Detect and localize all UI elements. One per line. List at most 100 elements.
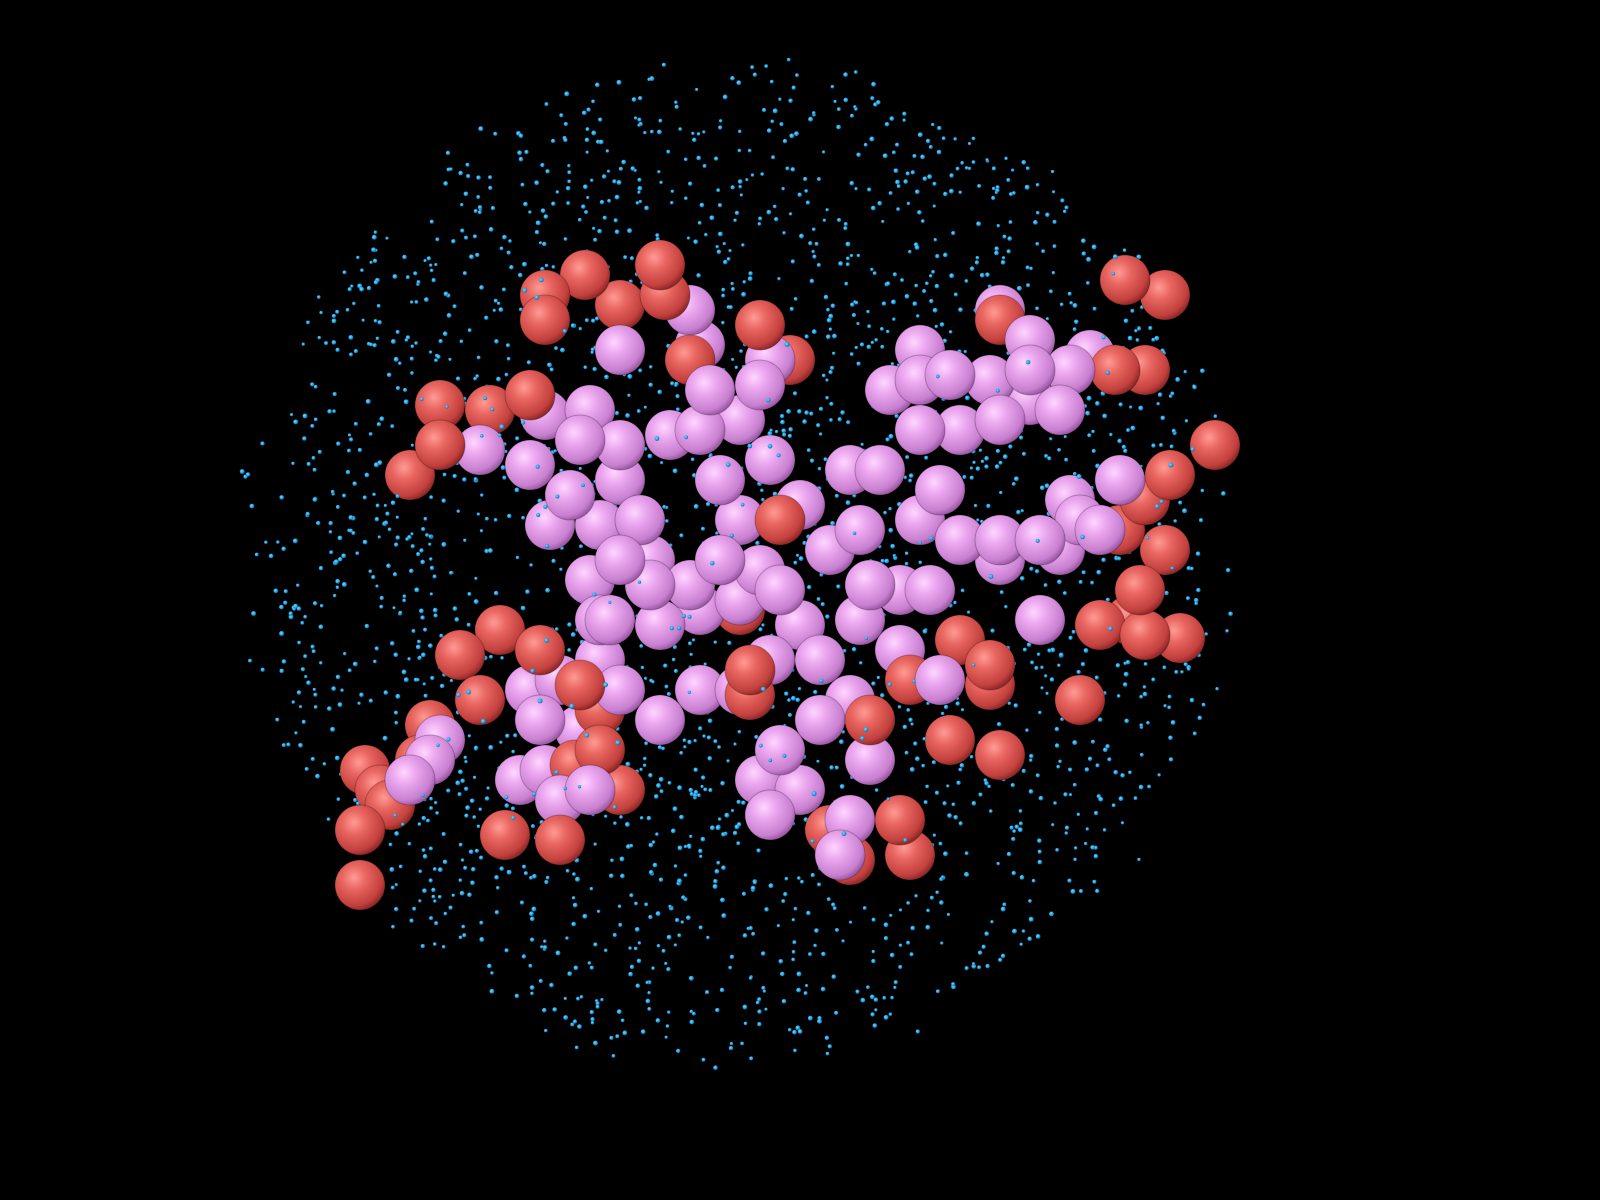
solvent-particle xyxy=(902,118,906,122)
solvent-particle xyxy=(906,901,911,905)
solvent-particle xyxy=(713,739,718,744)
solvent-particle xyxy=(593,1040,598,1046)
solvent-particle xyxy=(749,1056,754,1061)
solvent-particle xyxy=(1225,567,1231,573)
solvent-particle xyxy=(465,162,470,167)
solvent-particle xyxy=(934,324,939,329)
solvent-particle xyxy=(394,883,398,887)
solvent-particle xyxy=(696,132,701,136)
solvent-particle xyxy=(306,461,311,467)
solvent-particle xyxy=(534,180,540,186)
polymer-bead-red xyxy=(434,629,486,681)
solvent-particle xyxy=(898,943,903,947)
solvent-particle xyxy=(474,848,480,853)
solvent-particle xyxy=(960,161,965,165)
solvent-particle xyxy=(971,663,976,667)
solvent-particle xyxy=(611,1054,616,1058)
solvent-particle xyxy=(1196,587,1201,593)
solvent-particle xyxy=(895,179,900,185)
solvent-particle xyxy=(1045,212,1050,218)
solvent-particle xyxy=(540,208,546,214)
solvent-particle xyxy=(955,166,960,171)
solvent-particle xyxy=(433,613,438,618)
solvent-particle xyxy=(576,996,580,1001)
solvent-particle xyxy=(310,382,315,387)
solvent-particle xyxy=(518,133,524,139)
solvent-particle xyxy=(1035,538,1040,543)
solvent-particle xyxy=(484,796,490,801)
solvent-particle xyxy=(639,767,643,772)
solvent-particle xyxy=(455,376,461,381)
solvent-particle xyxy=(687,845,692,849)
solvent-particle xyxy=(733,218,737,223)
solvent-particle xyxy=(902,724,908,730)
solvent-particle xyxy=(335,578,341,584)
solvent-particle xyxy=(673,668,678,674)
solvent-particle xyxy=(552,1007,558,1012)
solvent-particle xyxy=(489,988,495,994)
solvent-particle xyxy=(797,192,802,197)
solvent-particle xyxy=(563,1015,569,1020)
solvent-particle xyxy=(336,797,341,802)
solvent-particle xyxy=(736,80,742,86)
solvent-particle xyxy=(680,920,684,924)
solvent-particle xyxy=(821,951,826,957)
solvent-particle xyxy=(473,599,479,605)
solvent-particle xyxy=(327,409,332,414)
solvent-particle xyxy=(825,614,830,619)
solvent-particle xyxy=(929,536,934,541)
solvent-particle xyxy=(1073,846,1078,850)
solvent-particle xyxy=(1101,335,1106,340)
solvent-particle xyxy=(395,515,399,519)
solvent-particle xyxy=(1117,556,1122,561)
solvent-particle xyxy=(352,301,356,306)
solvent-particle xyxy=(716,188,721,193)
solvent-particle xyxy=(790,259,796,264)
solvent-particle xyxy=(291,700,296,704)
solvent-particle xyxy=(1028,899,1032,903)
solvent-particle xyxy=(958,821,963,826)
solvent-particle xyxy=(606,169,611,173)
solvent-particle xyxy=(912,679,916,684)
solvent-particle xyxy=(1123,671,1129,677)
solvent-particle xyxy=(627,393,631,398)
solvent-particle xyxy=(595,999,599,1003)
solvent-particle xyxy=(329,550,334,555)
solvent-particle xyxy=(328,520,333,526)
solvent-particle xyxy=(544,263,549,268)
solvent-particle xyxy=(742,933,748,938)
solvent-particle xyxy=(572,1019,578,1024)
solvent-particle xyxy=(584,732,590,738)
solvent-particle xyxy=(335,505,340,509)
solvent-particle xyxy=(254,552,259,557)
solvent-particle xyxy=(703,662,707,666)
solvent-particle xyxy=(1186,566,1191,571)
solvent-particle xyxy=(995,185,1000,190)
solvent-particle xyxy=(811,329,817,335)
solvent-particle xyxy=(545,587,551,593)
solvent-particle xyxy=(874,338,879,342)
solvent-particle xyxy=(716,249,722,255)
solvent-particle xyxy=(823,457,828,462)
solvent-particle xyxy=(787,1028,792,1032)
solvent-particle xyxy=(1190,447,1195,452)
solvent-particle xyxy=(1018,809,1023,813)
solvent-particle xyxy=(593,942,598,947)
solvent-particle xyxy=(890,995,894,1000)
solvent-particle xyxy=(554,627,559,631)
solvent-particle xyxy=(276,540,280,544)
solvent-particle xyxy=(596,909,601,914)
solvent-particle xyxy=(357,701,361,705)
solvent-particle xyxy=(1102,413,1108,419)
solvent-particle xyxy=(722,242,726,246)
solvent-particle xyxy=(371,234,377,240)
solvent-particle xyxy=(978,792,983,797)
polymer-bead-red xyxy=(479,809,531,861)
solvent-particle xyxy=(852,531,857,535)
solvent-particle xyxy=(522,287,528,293)
solvent-particle xyxy=(967,141,972,146)
solvent-particle xyxy=(908,717,913,723)
solvent-particle xyxy=(1068,793,1073,797)
solvent-particle xyxy=(428,534,433,539)
solvent-particle xyxy=(682,738,687,743)
